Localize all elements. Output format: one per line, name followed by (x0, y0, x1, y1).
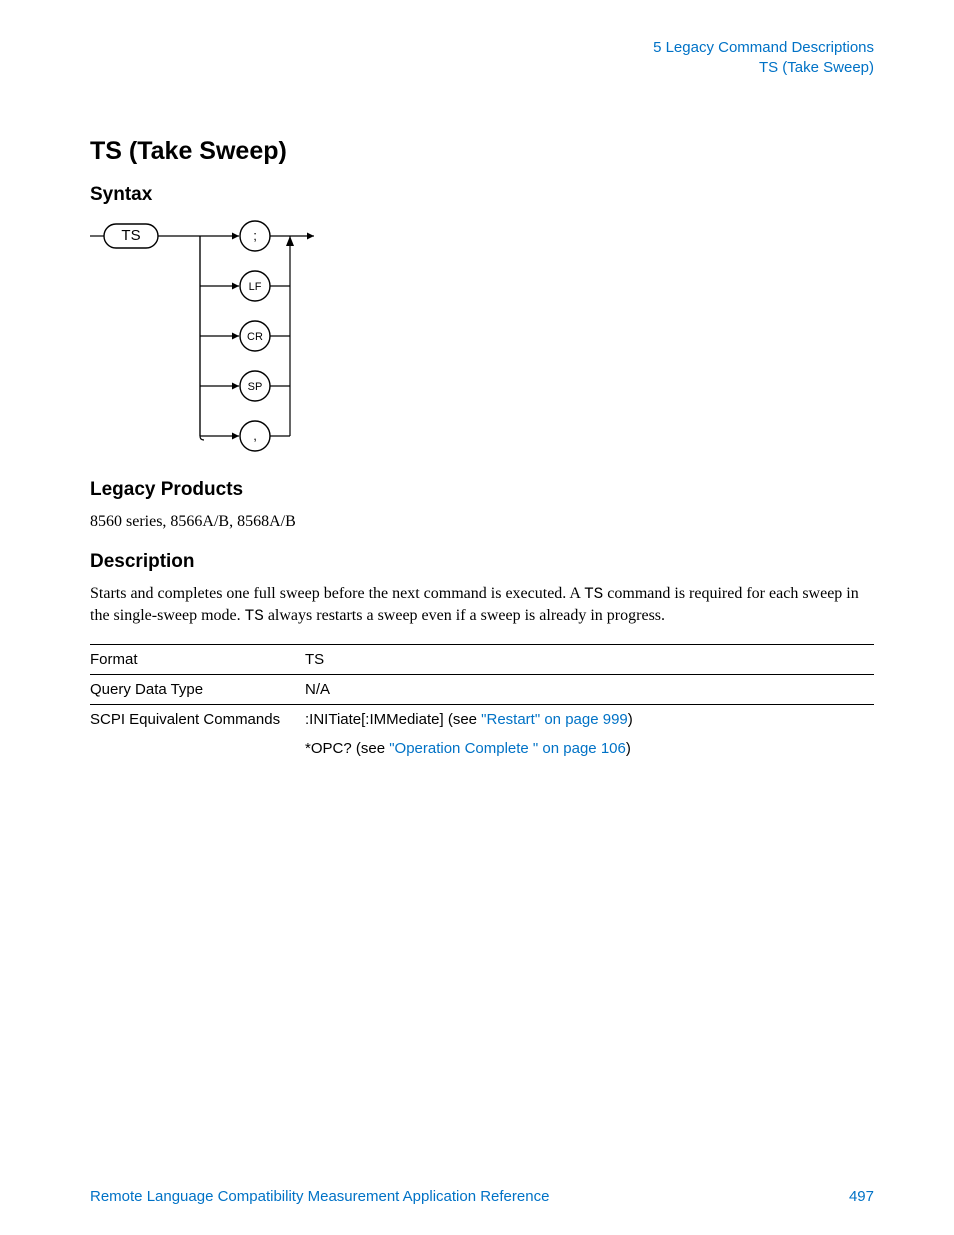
syntax-terminator-cr: CR (247, 331, 263, 343)
header-topic: TS (Take Sweep) (90, 58, 874, 78)
scpi1-suffix: ) (628, 711, 633, 728)
desc-code1: TS (584, 585, 603, 603)
table-row: *OPC? (see "Operation Complete " on page… (90, 734, 874, 763)
scpi-label-empty (90, 734, 305, 763)
description-heading: Description (90, 551, 874, 573)
page-footer: Remote Language Compatibility Measuremen… (90, 1188, 874, 1205)
description-text: Starts and completes one full sweep befo… (90, 583, 874, 628)
scpi1-prefix: :INITiate[:IMMediate] (see (305, 711, 481, 728)
query-data-type-label: Query Data Type (90, 674, 305, 704)
header-chapter: 5 Legacy Command Descriptions (90, 38, 874, 58)
desc-part3: always restarts a sweep even if a sweep … (264, 607, 665, 624)
footer-title: Remote Language Compatibility Measuremen… (90, 1188, 549, 1205)
syntax-heading: Syntax (90, 184, 874, 206)
scpi-value-2: *OPC? (see "Operation Complete " on page… (305, 734, 874, 763)
legacy-products-heading: Legacy Products (90, 479, 874, 501)
page-header: 5 Legacy Command Descriptions TS (Take S… (90, 38, 874, 77)
syntax-terminator-lf: LF (249, 281, 262, 293)
table-row: Query Data Type N/A (90, 674, 874, 704)
query-data-type-value: N/A (305, 674, 874, 704)
desc-code2: TS (245, 607, 264, 625)
syntax-terminator-sp: SP (248, 381, 263, 393)
format-label: Format (90, 644, 305, 674)
scpi2-prefix: *OPC? (see (305, 740, 389, 757)
scpi-value-1: :INITiate[:IMMediate] (see "Restart" on … (305, 704, 874, 734)
syntax-terminator-semicolon: ; (253, 228, 257, 243)
syntax-node-ts: TS (121, 227, 140, 244)
table-row: Format TS (90, 644, 874, 674)
scpi2-suffix: ) (626, 740, 631, 757)
syntax-diagram: TS ; LF (90, 216, 874, 461)
syntax-terminator-comma: , (253, 428, 257, 443)
operation-complete-link[interactable]: "Operation Complete " on page 106 (389, 740, 626, 757)
spec-table: Format TS Query Data Type N/A SCPI Equiv… (90, 644, 874, 763)
legacy-products-text: 8560 series, 8566A/B, 8568A/B (90, 511, 874, 533)
table-row: SCPI Equivalent Commands :INITiate[:IMMe… (90, 704, 874, 734)
restart-link[interactable]: "Restart" on page 999 (481, 711, 628, 728)
footer-page-number: 497 (849, 1188, 874, 1205)
page-title: TS (Take Sweep) (90, 137, 874, 166)
format-value: TS (305, 644, 874, 674)
scpi-label: SCPI Equivalent Commands (90, 704, 305, 734)
desc-part1: Starts and completes one full sweep befo… (90, 585, 584, 602)
page: 5 Legacy Command Descriptions TS (Take S… (0, 0, 954, 1235)
